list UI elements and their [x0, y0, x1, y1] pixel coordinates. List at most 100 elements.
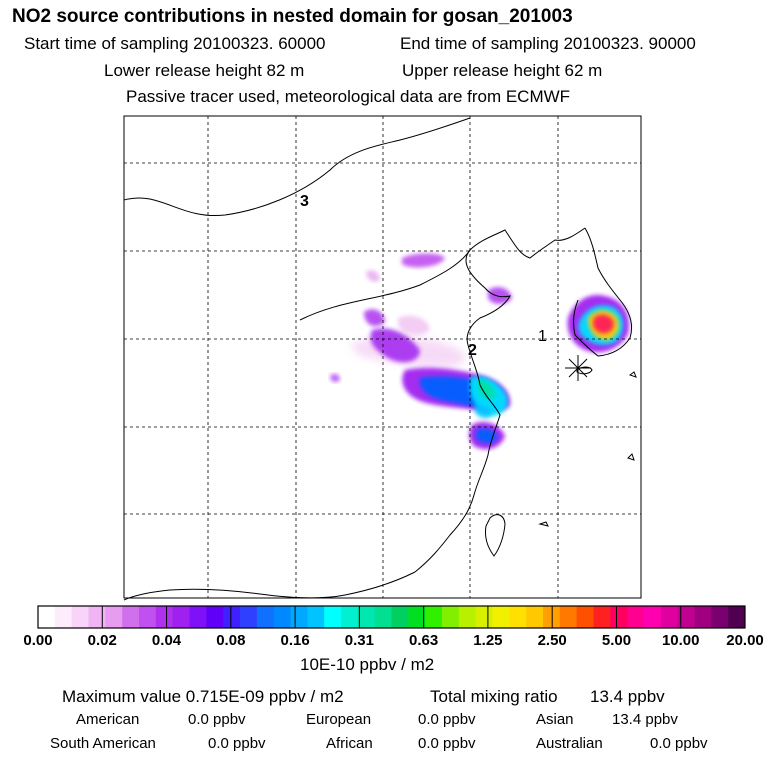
map-label-2: 2: [468, 342, 477, 359]
plume-patch: [488, 287, 512, 304]
colorbar-swatch: [357, 606, 376, 628]
colorbar-swatch: [425, 606, 443, 628]
colorbar-swatch: [593, 606, 611, 628]
colorbar-swatch: [458, 606, 477, 628]
colorbar-tick-label: 0.63: [409, 632, 439, 649]
colorbar: [37, 605, 746, 629]
colorbar-swatch: [223, 606, 241, 628]
plume-patch: [402, 253, 445, 268]
region-name: South American: [50, 735, 156, 752]
colorbar-swatch: [509, 606, 527, 628]
plume-patch: [330, 373, 340, 383]
region-value: 0.0 ppbv: [418, 735, 476, 752]
colorbar-tick-label: 0.00: [23, 632, 53, 649]
map-label-1: 1: [538, 328, 547, 345]
colorbar-frame: [37, 605, 746, 629]
lower-release-height-label: Lower release height 82 m: [104, 61, 305, 80]
taiwan-outline: [485, 514, 506, 557]
colorbar-swatch: [576, 606, 594, 628]
total-mixing-value: 13.4 ppbv: [590, 687, 665, 706]
colorbar-swatch: [256, 606, 275, 628]
page-title: NO2 source contributions in nested domai…: [12, 6, 573, 27]
colorbar-tick-label: 0.04: [151, 632, 182, 649]
receptor-star-icon: [565, 355, 591, 381]
region-value: 0.0 ppbv: [208, 735, 266, 752]
colorbar-swatch: [240, 606, 258, 628]
mongolia-border: [123, 117, 471, 217]
korea-core: [592, 314, 614, 334]
colorbar-swatch: [475, 606, 493, 628]
region-name: American: [76, 711, 140, 728]
map-frame: [123, 115, 642, 599]
plume-haze: [398, 315, 430, 335]
colorbar-swatch: [559, 606, 578, 628]
colorbar-swatch: [122, 606, 140, 628]
colorbar-swatch: [728, 606, 746, 628]
start-time-label: Start time of sampling 20100323. 60000: [24, 34, 326, 53]
colorbar-swatch: [677, 606, 695, 628]
china-coast-north: [299, 227, 586, 321]
end-time-label: End time of sampling 20100323. 90000: [400, 34, 696, 53]
colorbar-swatch: [54, 606, 73, 628]
concentration-field: [330, 253, 630, 450]
region-value: 0.0 ppbv: [650, 735, 708, 752]
region-value: 13.4 ppbv: [612, 711, 678, 728]
colorbar-swatch: [71, 606, 89, 628]
total-mixing-label: Total mixing ratio: [430, 687, 558, 706]
colorbar-tick-label: 0.08: [216, 632, 246, 649]
colorbar-swatch: [644, 606, 662, 628]
colorbar-tick-label: 0.16: [280, 632, 310, 649]
colorbar-tick-label: 5.00: [601, 632, 632, 649]
colorbar-swatch: [711, 606, 729, 628]
colorbar-swatch: [341, 606, 359, 628]
plume-patch: [370, 328, 420, 363]
colorbar-swatch: [694, 606, 712, 628]
colorbar-swatch: [660, 606, 679, 628]
japan-islands: [538, 371, 637, 527]
colorbar-swatch: [273, 606, 291, 628]
colorbar-swatch: [88, 606, 106, 628]
region-name: European: [306, 711, 372, 728]
south-coast: [123, 571, 416, 601]
colorbar-swatch: [307, 606, 325, 628]
colorbar-swatch: [172, 606, 190, 628]
region-name: Asian: [536, 711, 574, 728]
colorbar-tick-label: 2.50: [537, 632, 567, 649]
jeju-island: [576, 366, 593, 375]
bohai-coast: [465, 249, 511, 346]
colorbar-tick-label: 0.31: [344, 632, 374, 649]
colorbar-tick-label: 20.00: [726, 632, 764, 649]
colorbar-swatch: [627, 606, 645, 628]
colorbar-swatch: [442, 606, 460, 628]
colorbar-swatch: [324, 606, 342, 628]
colorbar-swatch: [206, 606, 224, 628]
max-value-label: Maximum value 0.715E-09 ppbv / m2: [62, 687, 344, 706]
colorbar-swatch: [155, 606, 174, 628]
region-name: African: [326, 735, 373, 752]
colorbar-swatch: [38, 606, 56, 628]
colorbar-swatch: [391, 606, 409, 628]
colorbar-tick-label: 0.02: [87, 632, 117, 649]
colorbar-unit: 10E-10 ppbv / m2: [300, 655, 435, 674]
grid-lines: [124, 116, 641, 598]
korea-coast: [573, 227, 633, 357]
region-name: Australian: [536, 735, 603, 752]
tracer-note: Passive tracer used, meteorological data…: [126, 87, 571, 106]
coastlines: [123, 117, 637, 601]
colorbar-swatch: [526, 606, 544, 628]
colorbar-swatch: [189, 606, 207, 628]
plume-patch: [364, 309, 385, 327]
east-china-coast: [414, 344, 501, 573]
region-value: 0.0 ppbv: [418, 711, 476, 728]
colorbar-tick-label: 10.00: [661, 632, 700, 649]
plume-inner: [476, 428, 498, 444]
colorbar-swatch: [408, 606, 426, 628]
colorbar-swatch: [139, 606, 157, 628]
colorbar-swatch: [374, 606, 392, 628]
colorbar-swatch: [543, 606, 561, 628]
colorbar-swatch: [290, 606, 308, 628]
colorbar-swatch: [105, 606, 123, 628]
map-label-3: 3: [300, 193, 309, 210]
plume-core: [475, 404, 492, 419]
